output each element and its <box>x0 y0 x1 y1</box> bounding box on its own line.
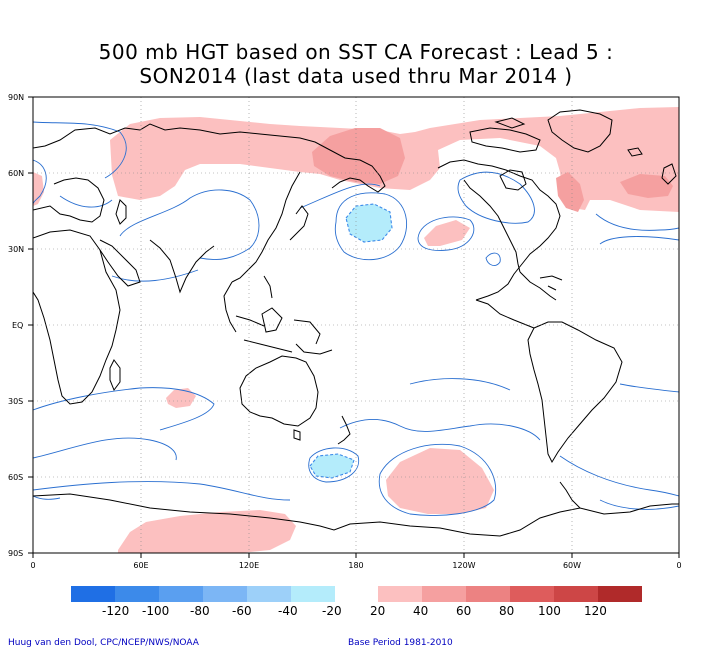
colorbar-label: -100 <box>142 604 170 618</box>
lat-label: 60S <box>8 473 23 482</box>
positive-anomaly-us-east <box>556 172 584 212</box>
map-title-line-1: 500 mb HGT based on SST CA Forecast : Le… <box>98 40 614 64</box>
lat-label: 90N <box>8 93 24 102</box>
colorbar-label: 40 <box>413 604 429 618</box>
colorbar-swatch <box>247 586 291 602</box>
lat-label: 30N <box>8 245 24 254</box>
zero-contours <box>33 121 679 516</box>
base-period-note: Base Period 1981-2010 <box>348 638 453 648</box>
lon-label: 0 <box>676 561 681 570</box>
colorbar-label: 80 <box>499 604 515 618</box>
graticule <box>33 97 679 553</box>
colorbar-positive <box>378 586 642 602</box>
negative-contours <box>309 203 393 479</box>
colorbar-label: -120 <box>102 604 130 618</box>
colorbar-swatch <box>598 586 642 602</box>
positive-anomaly-antarctic <box>118 510 296 553</box>
positive-anomaly-eastern-europe <box>33 172 44 206</box>
lat-label: EQ <box>12 321 23 330</box>
lon-label: 0 <box>30 561 35 570</box>
colorbar-swatch <box>115 586 159 602</box>
colorbar-label: -40 <box>278 604 298 618</box>
colorbar-swatch <box>510 586 554 602</box>
lon-label: 60E <box>133 561 148 570</box>
lon-label: 60W <box>563 561 581 570</box>
coastlines <box>33 109 679 537</box>
colorbar-label: 20 <box>370 604 386 618</box>
lon-label: 180 <box>348 561 363 570</box>
colorbar-swatch <box>291 586 335 602</box>
positive-anomaly-indian-ocean <box>166 388 196 408</box>
colorbar-label: -20 <box>322 604 342 618</box>
lon-label: 120E <box>239 561 259 570</box>
lat-label: 30S <box>8 397 23 406</box>
map-title-line-2: SON2014 (last data used thru Mar 2014 ) <box>139 64 573 88</box>
positive-anomaly-atlantic-core <box>620 174 673 198</box>
colorbar-label: 60 <box>456 604 472 618</box>
negative-anomaly-tasman <box>310 454 354 478</box>
lon-label: 120W <box>452 561 475 570</box>
colorbar-swatch <box>159 586 203 602</box>
axis-ticks <box>28 96 680 558</box>
negative-anomaly-north-pacific <box>346 204 392 242</box>
positive-anomaly-siberia-core <box>312 128 405 184</box>
colorbar-swatch <box>422 586 466 602</box>
colorbar-label: 120 <box>584 604 607 618</box>
colorbar-label: -60 <box>232 604 252 618</box>
positive-anomaly-south-pacific <box>386 448 494 514</box>
colorbar-label: -80 <box>190 604 210 618</box>
positive-anomaly-north-pacific-east <box>424 220 470 246</box>
latitude-labels: 90N 60N 30N EQ 30S 60S 90S <box>8 93 24 558</box>
colorbar-swatch <box>554 586 598 602</box>
colorbar-swatch <box>378 586 422 602</box>
colorbar-negative <box>71 586 335 602</box>
colorbar-swatch <box>203 586 247 602</box>
colorbar-swatch <box>466 586 510 602</box>
author-credit: Huug van den Dool, CPC/NCEP/NWS/NOAA <box>8 638 199 648</box>
lat-label: 90S <box>8 549 23 558</box>
longitude-labels: 0 60E 120E 180 120W 60W 0 <box>30 561 681 570</box>
colorbar-label: 100 <box>538 604 561 618</box>
colorbar-swatch <box>71 586 115 602</box>
lat-label: 60N <box>8 169 24 178</box>
